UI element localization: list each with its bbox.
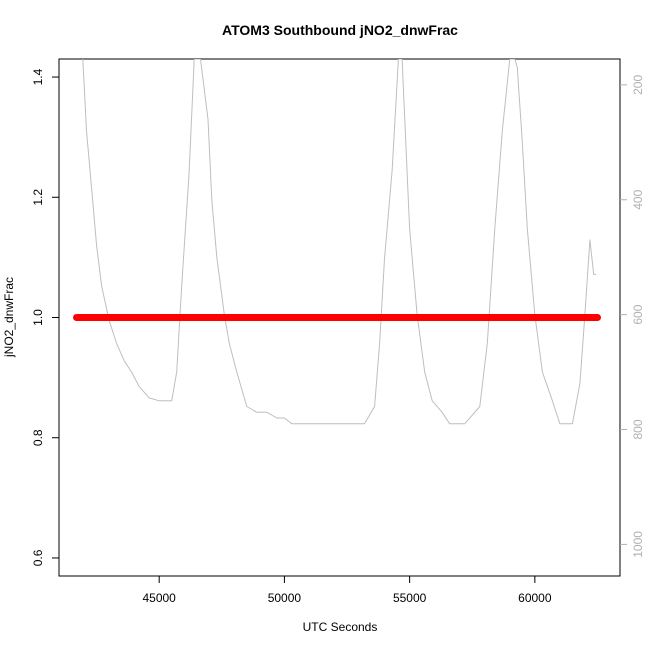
y-axis-left: 0.6 0.8 1.0 1.2 1.4 bbox=[31, 68, 59, 566]
series-line-altitude bbox=[82, 59, 597, 425]
y-tick-label: 1.0 bbox=[31, 309, 45, 326]
x-tick-label: 45000 bbox=[142, 591, 176, 605]
y-tick-label: 1.4 bbox=[31, 68, 45, 85]
y2-tick-label: 1000 bbox=[631, 531, 645, 558]
x-axis: 45000 50000 55000 60000 bbox=[142, 575, 552, 605]
y-tick-label: 0.8 bbox=[31, 429, 45, 446]
y-axis-right: 200 400 600 800 1000 bbox=[620, 75, 645, 558]
y2-tick-label: 200 bbox=[631, 75, 645, 95]
y2-tick-label: 400 bbox=[631, 189, 645, 209]
chart-title: ATOM3 Southbound jNO2_dnwFrac bbox=[222, 22, 458, 38]
x-axis-label: UTC Seconds bbox=[303, 620, 378, 634]
y-tick-label: 0.6 bbox=[31, 549, 45, 566]
y2-tick-label: 600 bbox=[631, 304, 645, 324]
y-axis-label: jNO2_dnwFrac bbox=[2, 277, 16, 358]
x-tick-label: 60000 bbox=[518, 591, 552, 605]
series-layer bbox=[73, 59, 601, 425]
x-tick-label: 50000 bbox=[268, 591, 302, 605]
x-tick-label: 55000 bbox=[393, 591, 427, 605]
y2-tick-label: 800 bbox=[631, 419, 645, 439]
y-tick-label: 1.2 bbox=[31, 189, 45, 206]
